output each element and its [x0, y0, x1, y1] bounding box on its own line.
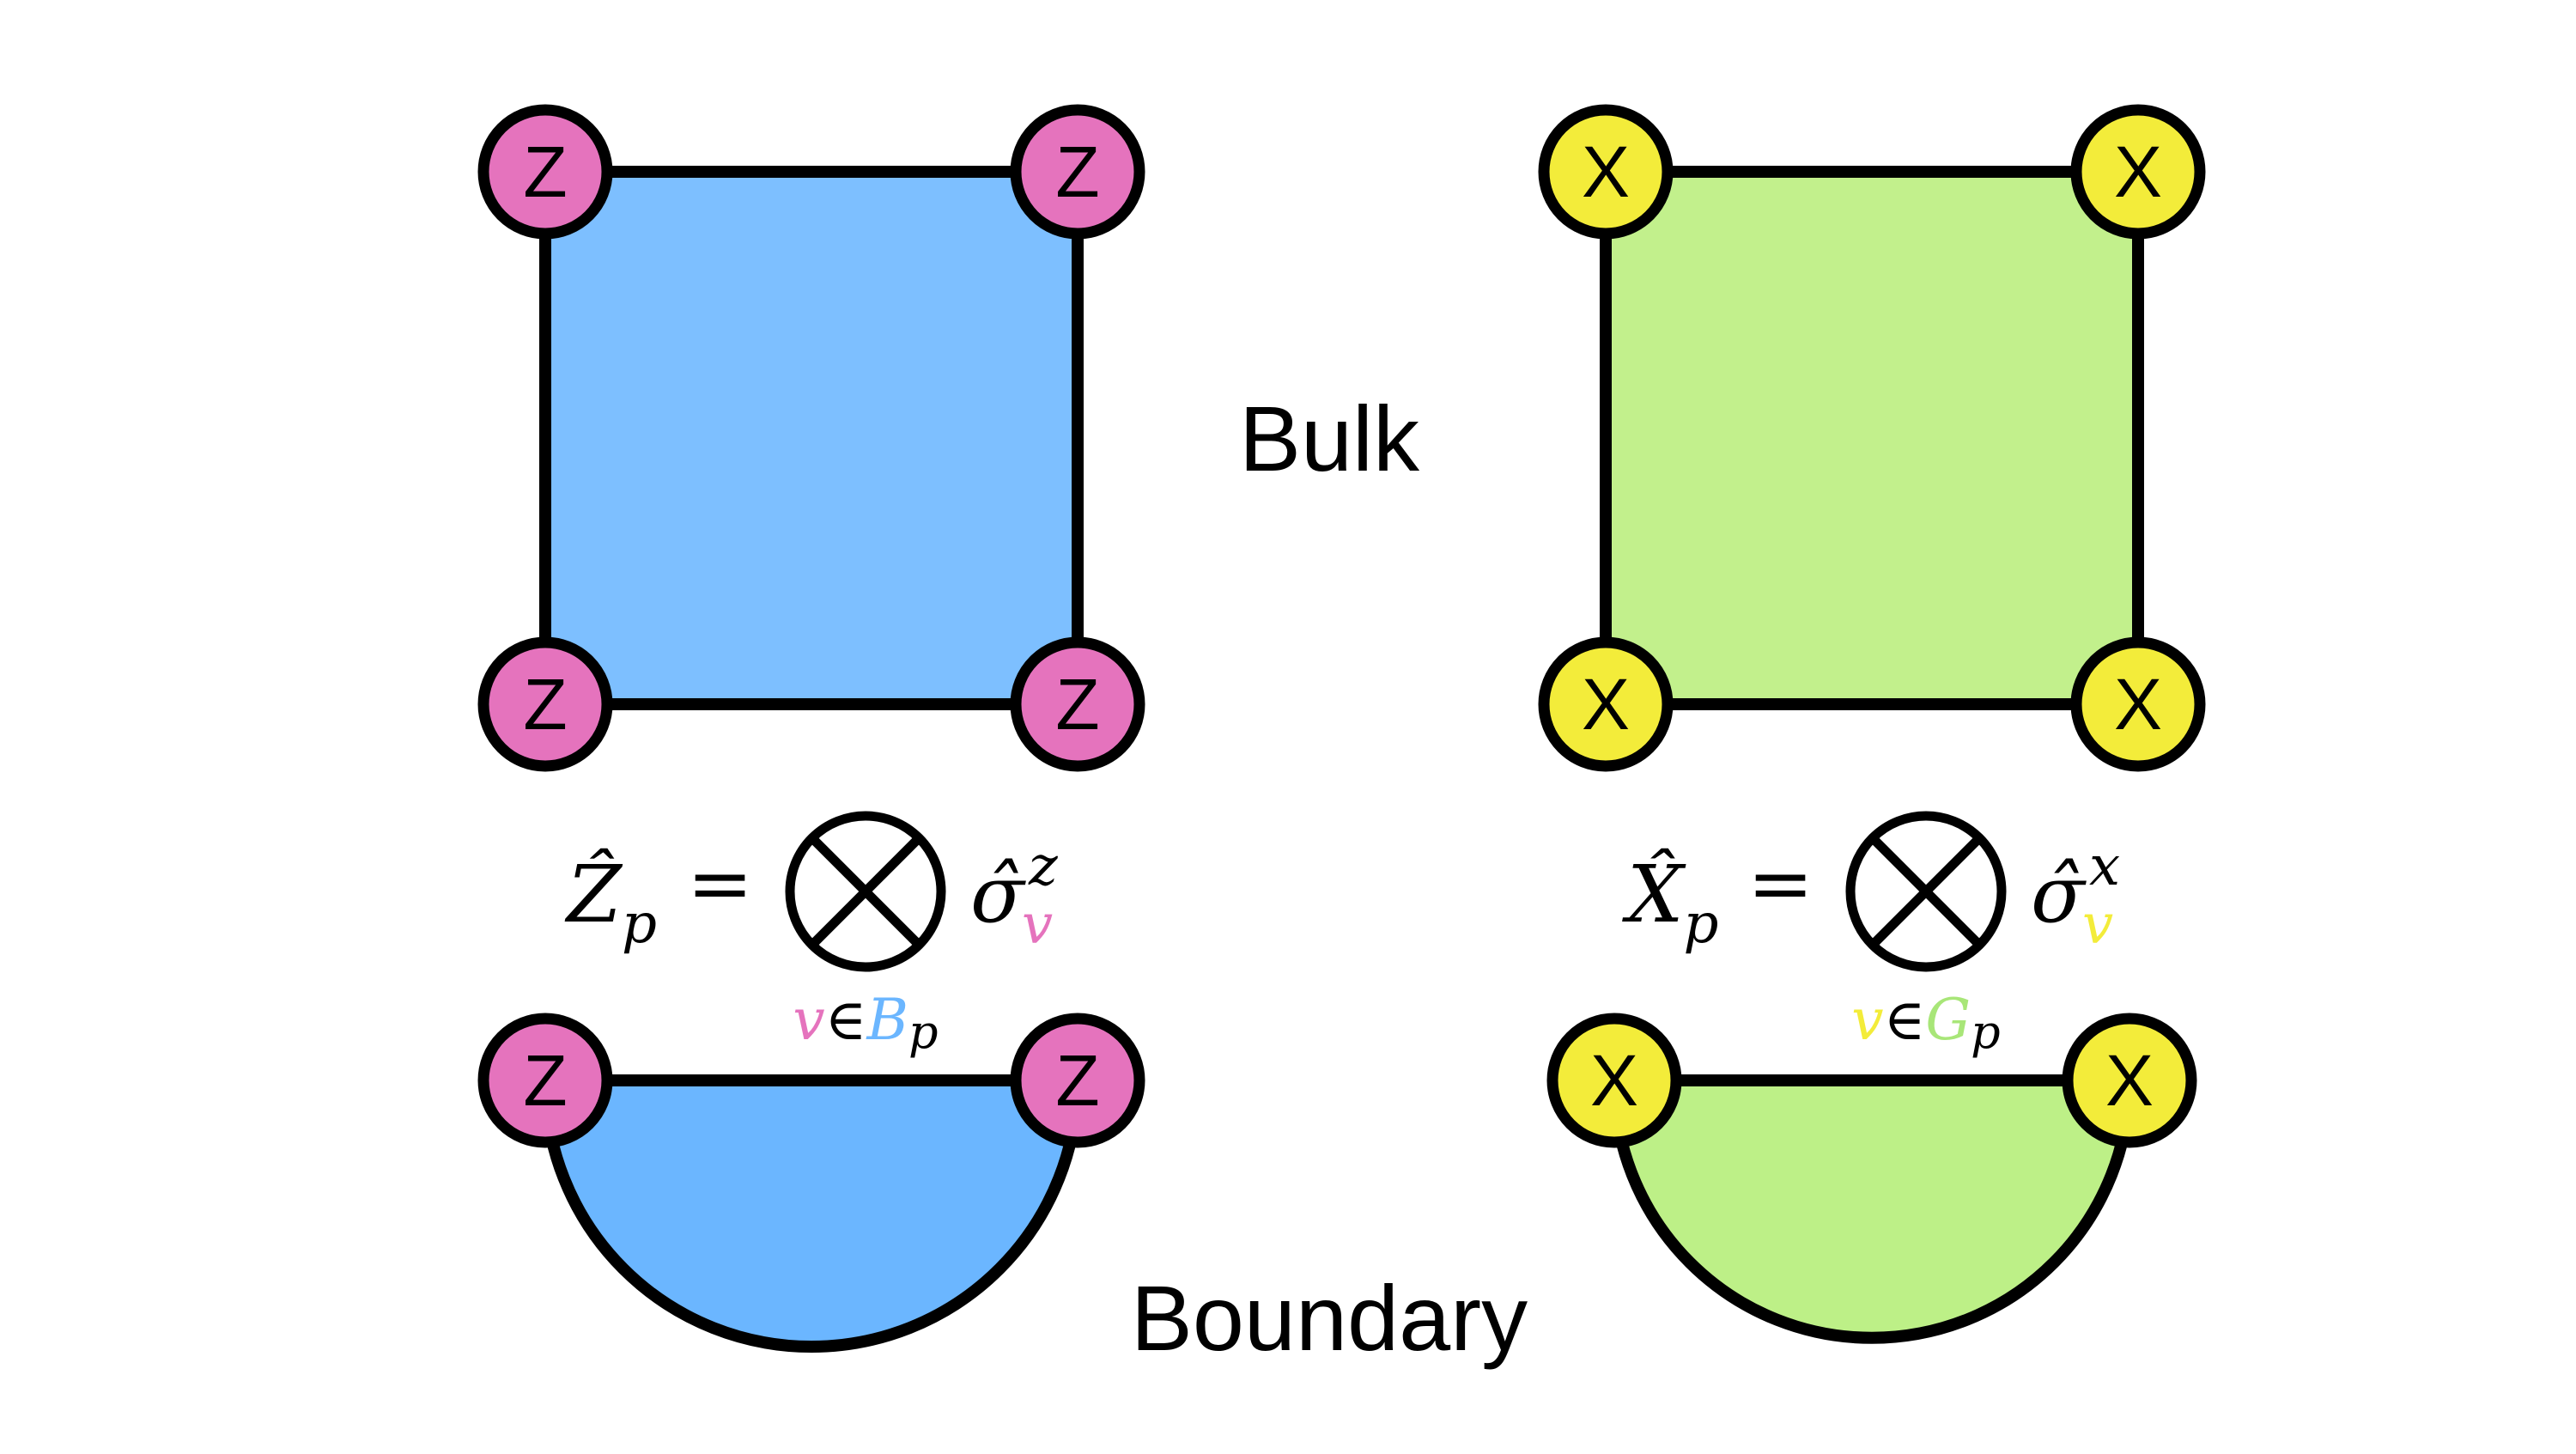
z-boundary-face [539, 1074, 1084, 1353]
z-sigma-sup: z [1028, 835, 1059, 898]
x-vertex: X [2070, 104, 2206, 240]
z-operator: Ẑp [564, 849, 657, 956]
z-vertex: Z [1010, 1013, 1145, 1148]
z-bulk-plaquette: Z Z Z Z [477, 104, 1145, 772]
x-vertex: X [1538, 636, 1674, 772]
x-equals: = [1747, 837, 1814, 929]
x-vertex: X [1546, 1013, 1682, 1148]
z-boundary-plaquette: Z Z [477, 1013, 1145, 1353]
x-sigma-sub: v [2082, 893, 2113, 957]
z-equals: = [687, 837, 753, 929]
x-boundary-plaquette: X X [1546, 1013, 2197, 1344]
x-sigma-sup: x [2089, 835, 2120, 898]
z-vertex: Z [477, 104, 613, 240]
svg-text:Z: Z [523, 131, 567, 212]
z-vertex: Z [477, 1013, 613, 1148]
boundary-label: Boundary [1131, 1266, 1528, 1370]
bulk-label: Bulk [1239, 386, 1420, 490]
svg-text:X: X [2114, 131, 2162, 212]
x-range: v∈Gp [1851, 987, 2000, 1059]
z-vertex: Z [477, 636, 613, 772]
x-operator: X̂p [1622, 848, 1718, 956]
z-sigma: σ̂ [970, 849, 1026, 940]
x-sigma: σ̂ [2031, 849, 2087, 940]
z-vertex: Z [1010, 104, 1145, 240]
x-bulk-face [1600, 166, 2144, 710]
x-formula: X̂p = σ̂ x v v∈Gp [1622, 811, 2120, 1059]
x-boundary-face [1608, 1074, 2136, 1344]
x-vertex: X [1538, 104, 1674, 240]
tensor-product-icon [785, 811, 946, 972]
svg-text:Z: Z [1055, 1040, 1099, 1121]
z-vertex: Z [1010, 636, 1145, 772]
z-formula: Ẑp = σ̂ z v v∈Bp [564, 811, 1059, 1059]
z-range: v∈Bp [793, 987, 938, 1059]
z-sigma-sub: v [1022, 893, 1053, 957]
svg-text:X: X [2114, 664, 2162, 745]
svg-text:X: X [1590, 1040, 1638, 1121]
svg-text:X: X [1582, 664, 1630, 745]
tensor-product-icon [1845, 811, 2007, 972]
z-bulk-face [539, 166, 1084, 710]
svg-text:X: X [1582, 131, 1630, 212]
svg-text:Z: Z [523, 1040, 567, 1121]
x-vertex: X [2062, 1013, 2197, 1148]
svg-text:Z: Z [1055, 131, 1099, 212]
x-bulk-plaquette: X X X X [1538, 104, 2206, 772]
svg-text:X: X [2105, 1040, 2154, 1121]
svg-text:Z: Z [1055, 664, 1099, 745]
svg-text:Z: Z [523, 664, 567, 745]
x-vertex: X [2070, 636, 2206, 772]
